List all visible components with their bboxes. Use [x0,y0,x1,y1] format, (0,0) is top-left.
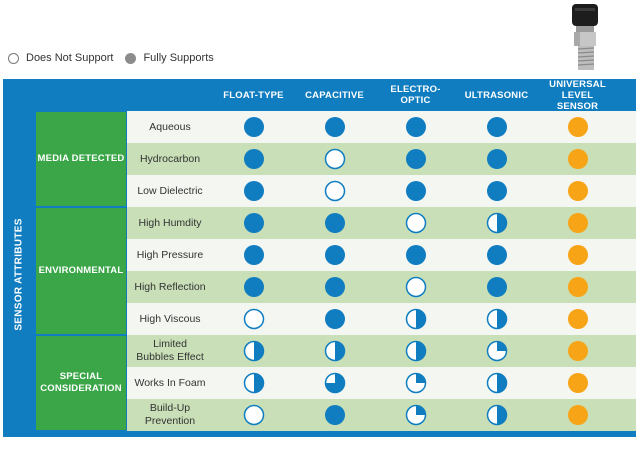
row-label-aqueous: Aqueous [149,120,191,133]
support-full-icon [486,117,507,137]
support-empty-icon [243,404,264,426]
support-half-icon [486,308,507,330]
support-full-icon [486,245,507,265]
column-header-ultrasonic: ULTRASONIC [464,89,529,101]
support-quarter-icon [486,340,507,362]
legend: Does Not Support Fully Supports [8,48,226,68]
sensor-product-image [558,2,616,81]
support-half-icon [243,340,264,362]
sensor-attributes-label: SENSOR ATTRIBUTES [13,217,25,331]
support-full-icon [486,277,507,297]
row-label-high-pressure: High Pressure [136,248,204,261]
table-row: Low Dielectric [127,175,636,207]
support-full-icon [243,149,264,169]
support-half-icon [486,404,507,426]
support-full-icon [243,245,264,265]
empty-circle-icon [8,52,19,64]
support-full-icon [405,149,426,169]
column-header-capacitive: CAPACITIVE [305,89,364,101]
support-full-icon [567,117,588,137]
table-row: High Humdity [127,207,636,239]
group-label-environmental: ENVIRONMENTAL [36,208,126,334]
table-row: Build-Up Prevention [127,399,636,431]
column-header-electro-optic: ELECTRO- OPTIC [390,84,441,106]
support-half-icon [486,372,507,394]
row-label-high-viscous: High Viscous [139,312,201,325]
row-label-works-in-foam: Works In Foam [134,376,206,389]
column-header-universal-level-sensor: UNIVERSAL LEVEL SENSOR [549,78,606,112]
table-row: Hydrocarbon [127,143,636,175]
support-empty-icon [405,212,426,234]
support-empty-icon [324,180,345,202]
support-full-icon [243,117,264,137]
support-full-icon [405,245,426,265]
support-full-icon [486,181,507,201]
row-label-limited-bubbles-effect: Limited Bubbles Effect [136,338,204,363]
support-full-icon [324,245,345,265]
table-row: Works In Foam [127,367,636,399]
support-full-icon [243,213,264,233]
support-full-icon [567,373,588,393]
support-full-icon [243,277,264,297]
table-row: High Viscous [127,303,636,335]
support-empty-icon [405,276,426,298]
support-full-icon [324,309,345,329]
support-full-icon [567,181,588,201]
legend-label-fully-supports: Fully Supports [143,52,214,64]
support-full-icon [324,277,345,297]
row-label-high-reflection: High Reflection [134,280,206,293]
support-full-icon [567,405,588,425]
support-full-icon [567,277,588,297]
support-full-icon [405,117,426,137]
legend-label-not-support: Does Not Support [26,52,114,64]
filled-circle-icon [125,52,137,64]
support-half-icon [405,340,426,362]
support-full-icon [405,181,426,201]
support-quarter-icon [405,404,426,426]
support-half-icon [405,308,426,330]
table-row: High Reflection [127,271,636,303]
support-empty-icon [243,308,264,330]
group-label-special-consideration: SPECIAL CONSIDERATION [36,336,126,430]
support-full-icon [567,309,588,329]
support-half-icon [486,212,507,234]
support-full-icon [324,117,345,137]
support-empty-icon [324,148,345,170]
column-header-float-type: FLOAT-TYPE [223,89,284,101]
support-full-icon [324,405,345,425]
support-full-icon [567,341,588,361]
support-full-icon [324,213,345,233]
support-half-icon [324,340,345,362]
row-label-build-up-prevention: Build-Up Prevention [144,402,196,427]
support-full-icon [567,149,588,169]
support-full-icon [243,181,264,201]
row-label-low-dielectric: Low Dielectric [137,184,203,197]
row-label-high-humdity: High Humdity [138,216,202,229]
table-row: High Pressure [127,239,636,271]
support-three-quarter-icon [324,372,345,394]
table-row: Limited Bubbles Effect [127,335,636,367]
support-full-icon [567,245,588,265]
support-half-icon [243,372,264,394]
group-label-media-detected: MEDIA DETECTED [36,112,126,206]
support-full-icon [567,213,588,233]
support-quarter-icon [405,372,426,394]
support-full-icon [486,149,507,169]
table-row: Aqueous [127,111,636,143]
row-label-hydrocarbon: Hydrocarbon [139,152,201,165]
